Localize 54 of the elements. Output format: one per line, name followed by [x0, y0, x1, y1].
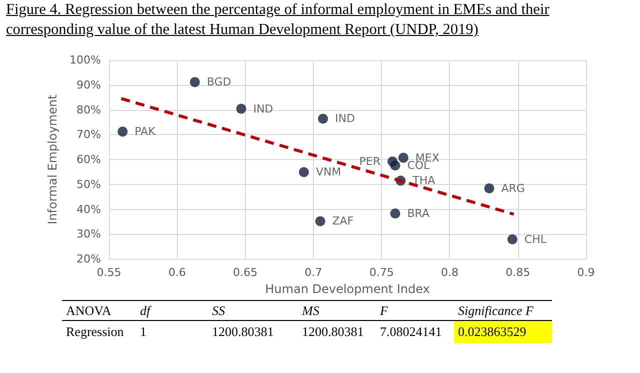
text: Regression [65, 323, 125, 341]
x-tick-label: 0.9 [577, 266, 595, 279]
point [507, 234, 518, 244]
annotation: BGD [206, 76, 232, 89]
x-axis-title: Human Development Index [265, 282, 430, 296]
annotation: IND [253, 102, 274, 116]
text: 7.08024141 [379, 323, 443, 341]
x-tick-label: 0.8 [440, 266, 458, 279]
text: 0.023863529 [454, 320, 552, 343]
x-tick-label: 0.55 [96, 266, 122, 279]
y-tick-label: 80% [76, 103, 101, 116]
annotation: PER [359, 154, 381, 168]
annotation: ZAF [332, 214, 354, 228]
text: SS [211, 302, 226, 320]
annotation: ARG [501, 182, 525, 195]
y-tick-label: 40% [76, 202, 101, 216]
text: df [139, 302, 152, 320]
y-tick-label: 60% [76, 153, 101, 166]
chart-title: Figure 4. Regression between the percentage of informal employment in EMEs and their corresponding value of the latest Human Development Report (UNDP, 2019) [5, 0, 550, 40]
point [390, 208, 400, 218]
y-tick-label: 100% [70, 54, 101, 66]
text: 1200.80381 [211, 323, 275, 341]
x-tick-label: 0.7 [304, 266, 322, 279]
x-tick-label: 0.65 [233, 266, 258, 279]
x-tick-label: 0.85 [506, 266, 530, 279]
annotation: VNM [316, 166, 342, 179]
annotation: PAK [134, 125, 156, 138]
y-tick-label: 70% [76, 128, 101, 142]
text: 1 [139, 323, 148, 341]
point [236, 104, 246, 114]
y-axis-title: Informal Employment [46, 94, 60, 224]
point [484, 183, 494, 194]
text: Significance F [457, 302, 534, 320]
point [398, 152, 408, 163]
text: 1200.80381 [301, 323, 365, 341]
annotation: IND [334, 112, 355, 126]
text: ANOVA [65, 302, 112, 320]
point [298, 167, 309, 178]
annotation: THA [412, 174, 436, 188]
y-tick-label: 20% [76, 252, 101, 266]
annotation: BRA [407, 206, 430, 220]
point [390, 160, 400, 170]
y-tick-label: 50% [76, 178, 101, 191]
text: F [379, 302, 389, 320]
point [118, 126, 128, 137]
x-tick-label: 0.6 [168, 266, 186, 279]
point [318, 114, 328, 124]
text: MS [300, 302, 320, 320]
annotation: CHL [524, 232, 548, 246]
x-tick-label: 0.75 [369, 266, 394, 279]
y-tick-label: 90% [76, 78, 101, 92]
point [315, 216, 326, 226]
y-tick-label: 30% [76, 228, 101, 241]
point [190, 77, 200, 88]
